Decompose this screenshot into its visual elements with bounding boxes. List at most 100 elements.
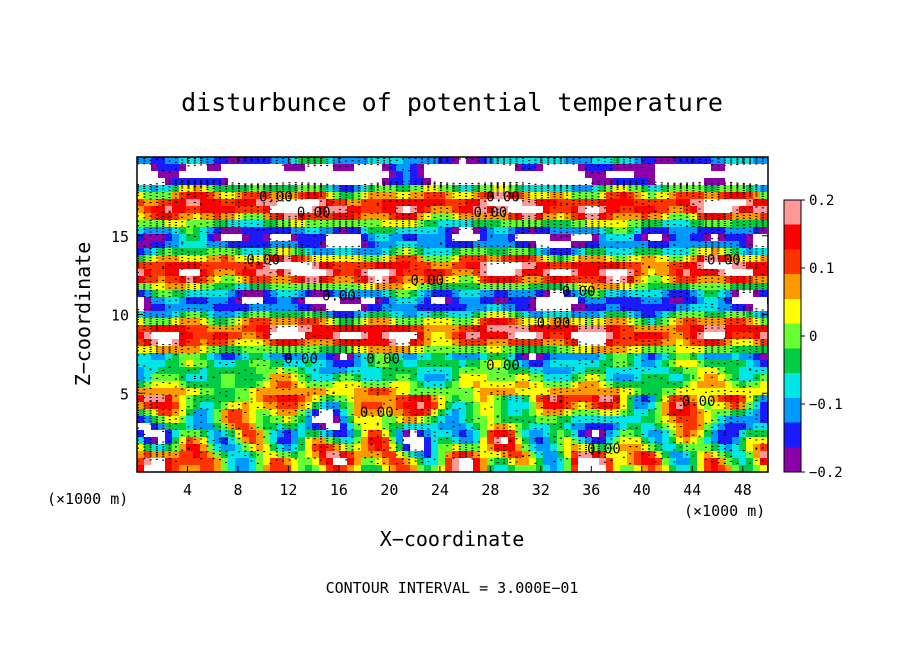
heatmap-cell — [480, 465, 487, 472]
heatmap-cell — [452, 423, 459, 430]
heatmap-cell — [389, 402, 396, 409]
heatmap-cell — [242, 276, 249, 283]
heatmap-cell — [403, 283, 410, 290]
heatmap-cell — [592, 437, 599, 444]
heatmap-cell — [382, 346, 389, 353]
heatmap-cell — [305, 262, 312, 269]
heatmap-cell — [270, 402, 277, 409]
heatmap-cell — [739, 283, 746, 290]
heatmap-cell — [515, 346, 522, 353]
heatmap-cell — [655, 416, 662, 423]
heatmap-cell — [508, 213, 515, 220]
heatmap-cell — [165, 262, 172, 269]
heatmap-cell — [599, 171, 606, 178]
heatmap-cell — [655, 213, 662, 220]
heatmap-cell — [431, 304, 438, 311]
heatmap-cell — [144, 423, 151, 430]
heatmap-cell — [739, 241, 746, 248]
heatmap-cell — [207, 199, 214, 206]
heatmap-cell — [557, 171, 564, 178]
heatmap-cell — [137, 409, 144, 416]
heatmap-cell — [711, 199, 718, 206]
heatmap-cell — [158, 423, 165, 430]
heatmap-cell — [144, 367, 151, 374]
heatmap-cell — [732, 318, 739, 325]
heatmap-cell — [375, 444, 382, 451]
heatmap-cell — [312, 248, 319, 255]
heatmap-cell — [669, 318, 676, 325]
heatmap-cell — [739, 360, 746, 367]
heatmap-cell — [697, 423, 704, 430]
heatmap-cell — [571, 283, 578, 290]
heatmap-cell — [165, 269, 172, 276]
heatmap-cell — [368, 227, 375, 234]
heatmap-cell — [655, 248, 662, 255]
heatmap-cell — [571, 304, 578, 311]
heatmap-cell — [515, 409, 522, 416]
heatmap-cell — [550, 234, 557, 241]
heatmap-cell — [410, 339, 417, 346]
heatmap-cell — [137, 283, 144, 290]
heatmap-cell — [466, 430, 473, 437]
heatmap-cell — [760, 395, 767, 402]
heatmap-cell — [438, 255, 445, 262]
heatmap-cell — [333, 255, 340, 262]
heatmap-cell — [270, 318, 277, 325]
heatmap-cell — [641, 255, 648, 262]
heatmap-cell — [228, 346, 235, 353]
heatmap-cell — [137, 248, 144, 255]
heatmap-cell — [592, 164, 599, 171]
heatmap-cell — [270, 458, 277, 465]
heatmap-cell — [662, 318, 669, 325]
heatmap-cell — [158, 416, 165, 423]
heatmap-cell — [165, 192, 172, 199]
heatmap-cell — [466, 297, 473, 304]
heatmap-cell — [508, 311, 515, 318]
heatmap-cell — [179, 444, 186, 451]
heatmap-cell — [221, 353, 228, 360]
heatmap-cell — [347, 199, 354, 206]
heatmap-cell — [389, 297, 396, 304]
heatmap-cell — [739, 276, 746, 283]
heatmap-cell — [578, 346, 585, 353]
heatmap-cell — [235, 269, 242, 276]
heatmap-cell — [634, 157, 641, 164]
heatmap-cell — [662, 346, 669, 353]
heatmap-cell — [326, 402, 333, 409]
heatmap-cell — [165, 304, 172, 311]
heatmap-cell — [151, 227, 158, 234]
heatmap-cell — [347, 283, 354, 290]
heatmap-cell — [200, 325, 207, 332]
heatmap-cell — [599, 409, 606, 416]
heatmap-cell — [263, 395, 270, 402]
heatmap-cell — [319, 185, 326, 192]
heatmap-cell — [277, 157, 284, 164]
heatmap-cell — [599, 416, 606, 423]
heatmap-cell — [613, 255, 620, 262]
heatmap-cell — [228, 444, 235, 451]
heatmap-cell — [557, 332, 564, 339]
heatmap-cell — [466, 409, 473, 416]
heatmap-cell — [662, 339, 669, 346]
heatmap-cell — [298, 458, 305, 465]
heatmap-cell — [340, 374, 347, 381]
heatmap-cell — [326, 395, 333, 402]
heatmap-cell — [242, 206, 249, 213]
heatmap-cell — [452, 395, 459, 402]
heatmap-cell — [340, 325, 347, 332]
heatmap-cell — [501, 437, 508, 444]
heatmap-cell — [683, 325, 690, 332]
heatmap-cell — [186, 290, 193, 297]
heatmap-cell — [291, 402, 298, 409]
heatmap-cell — [375, 409, 382, 416]
heatmap-cell — [354, 220, 361, 227]
heatmap-cell — [522, 465, 529, 472]
heatmap-cell — [627, 199, 634, 206]
heatmap-cell — [424, 430, 431, 437]
heatmap-cell — [445, 248, 452, 255]
heatmap-cell — [480, 262, 487, 269]
heatmap-cell — [718, 227, 725, 234]
heatmap-cell — [718, 465, 725, 472]
heatmap-cell — [375, 374, 382, 381]
heatmap-cell — [256, 332, 263, 339]
